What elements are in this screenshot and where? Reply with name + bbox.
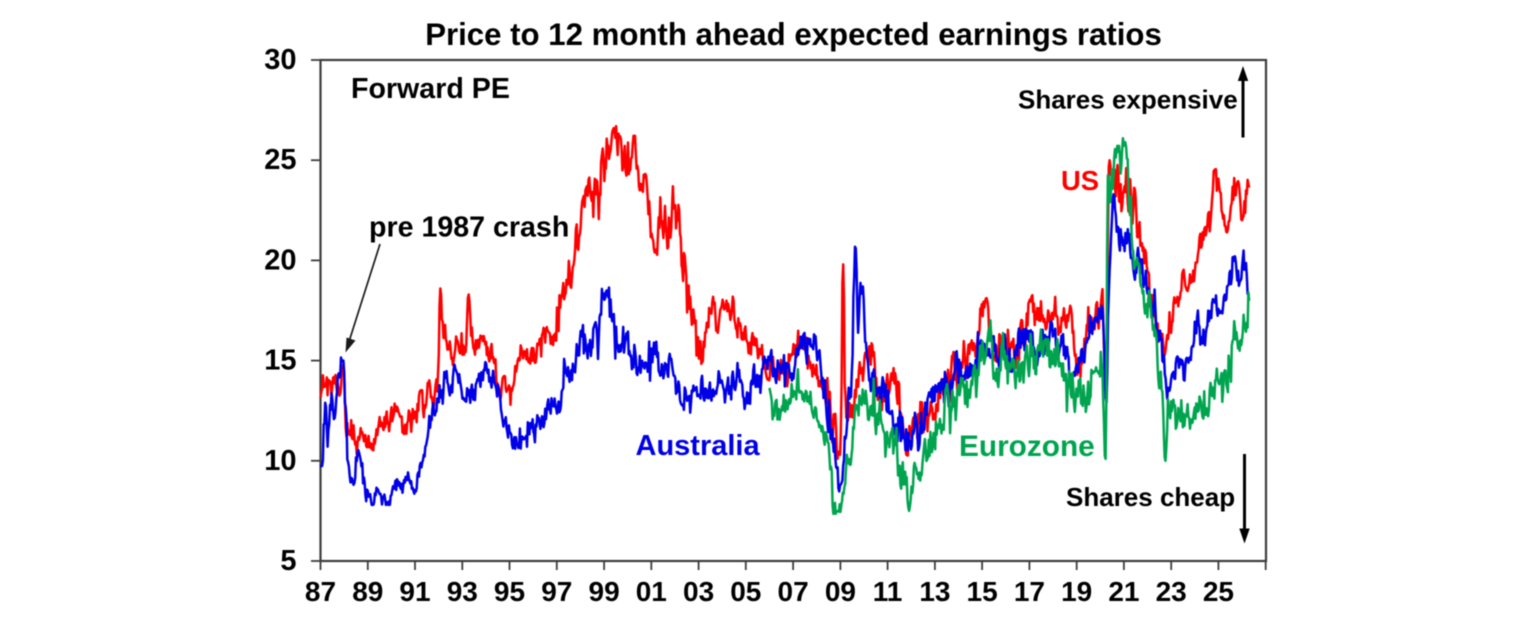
svg-text:Forward PE: Forward PE [351,73,510,105]
svg-text:97: 97 [541,576,572,607]
svg-text:23: 23 [1156,576,1187,607]
svg-text:5: 5 [280,545,296,577]
svg-text:Shares expensive: Shares expensive [1018,85,1238,115]
svg-text:Shares cheap: Shares cheap [1066,482,1235,512]
svg-text:87: 87 [305,576,336,607]
svg-text:15: 15 [264,345,296,377]
svg-text:17: 17 [1014,576,1045,607]
svg-text:pre 1987 crash: pre 1987 crash [369,212,569,244]
svg-text:07: 07 [778,576,809,607]
svg-text:10: 10 [264,445,296,477]
svg-text:25: 25 [264,144,296,176]
svg-text:91: 91 [399,576,430,607]
svg-text:95: 95 [494,576,525,607]
svg-text:13: 13 [919,576,950,607]
svg-text:03: 03 [683,576,714,607]
svg-text:01: 01 [636,576,667,607]
svg-text:Price to 12 month ahead expect: Price to 12 month ahead expected earning… [425,17,1162,52]
svg-text:Australia: Australia [636,430,761,462]
svg-text:20: 20 [264,244,296,276]
svg-text:Eurozone: Eurozone [959,430,1095,463]
svg-text:US: US [1061,165,1099,196]
svg-text:09: 09 [825,576,856,607]
svg-text:89: 89 [352,576,383,607]
svg-text:19: 19 [1061,576,1092,607]
svg-text:99: 99 [589,576,620,607]
svg-text:05: 05 [730,576,761,607]
svg-text:93: 93 [447,576,478,607]
svg-text:15: 15 [967,576,998,607]
svg-text:25: 25 [1203,576,1234,607]
svg-text:21: 21 [1108,576,1139,607]
svg-text:30: 30 [264,44,296,76]
svg-text:11: 11 [873,576,903,607]
